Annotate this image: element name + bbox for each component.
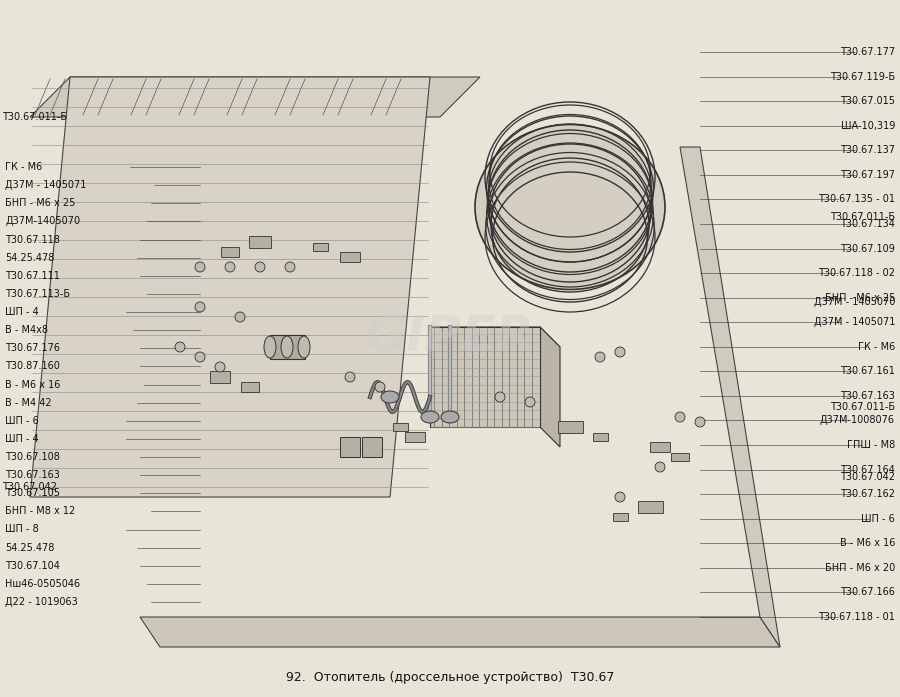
Text: Т30.67.176: Т30.67.176 — [5, 343, 60, 353]
Circle shape — [675, 412, 685, 422]
Text: ГК - М6: ГК - М6 — [858, 342, 895, 352]
Text: Т30.67.105: Т30.67.105 — [5, 489, 60, 498]
Ellipse shape — [281, 336, 293, 358]
Bar — [210, 371, 230, 383]
Text: Т30.67.118 - 02: Т30.67.118 - 02 — [818, 268, 895, 278]
Circle shape — [495, 392, 505, 402]
Text: ША-10,319: ША-10,319 — [841, 121, 895, 131]
Text: Т30.67.162: Т30.67.162 — [840, 489, 895, 499]
Bar — [613, 513, 627, 521]
Text: ШП - 6: ШП - 6 — [861, 514, 895, 523]
Text: Т30.67.197: Т30.67.197 — [840, 170, 895, 180]
Text: Т30.67.109: Т30.67.109 — [840, 243, 895, 254]
Bar — [650, 442, 670, 452]
Text: Т30.67.163: Т30.67.163 — [5, 470, 60, 480]
Text: Т30.67.011-Б: Т30.67.011-Б — [830, 402, 895, 412]
Text: Т30.67.118: Т30.67.118 — [5, 234, 60, 245]
Polygon shape — [140, 617, 780, 647]
Ellipse shape — [421, 411, 439, 423]
Circle shape — [225, 262, 235, 272]
Text: 54.25.478: 54.25.478 — [5, 252, 54, 263]
Text: Д37М - 1405071: Д37М - 1405071 — [814, 317, 895, 327]
Text: Д37М - 1405071: Д37М - 1405071 — [5, 180, 86, 190]
Text: Т30.67.011-Б: Т30.67.011-Б — [830, 212, 895, 222]
Text: ГК - М6: ГК - М6 — [5, 162, 42, 172]
Circle shape — [235, 312, 245, 322]
Text: Т30.67.104: Т30.67.104 — [5, 561, 60, 571]
Text: Т30.67.042: Т30.67.042 — [840, 472, 895, 482]
Polygon shape — [30, 77, 430, 497]
Text: БНП - М6 х 20: БНП - М6 х 20 — [824, 563, 895, 573]
Ellipse shape — [381, 391, 399, 403]
Polygon shape — [540, 327, 560, 447]
Bar — [241, 382, 259, 392]
Circle shape — [655, 462, 665, 472]
Circle shape — [175, 342, 185, 352]
Text: ШП - 4: ШП - 4 — [5, 307, 39, 317]
Text: В - М6 х 16: В - М6 х 16 — [840, 538, 895, 549]
Bar — [637, 501, 662, 513]
Circle shape — [375, 382, 385, 392]
Text: Т30.67.042: Т30.67.042 — [2, 482, 57, 492]
Ellipse shape — [298, 336, 310, 358]
Text: Т30.67.134: Т30.67.134 — [840, 219, 895, 229]
Text: Т30.67.135 - 01: Т30.67.135 - 01 — [818, 194, 895, 204]
Text: Т30.67.161: Т30.67.161 — [840, 367, 895, 376]
Circle shape — [195, 262, 205, 272]
Circle shape — [255, 262, 265, 272]
Text: Т30.67.113-Б: Т30.67.113-Б — [5, 289, 70, 299]
Text: БНП - М6 х 25: БНП - М6 х 25 — [5, 198, 76, 208]
Polygon shape — [430, 327, 540, 427]
Circle shape — [595, 352, 605, 362]
Text: ШП - 4: ШП - 4 — [5, 434, 39, 444]
Text: Т30.67.011-Б: Т30.67.011-Б — [2, 112, 68, 122]
Polygon shape — [430, 327, 560, 347]
Bar — [592, 433, 608, 441]
Text: 92.  Отопитель (дроссельное устройство)  Т30.67: 92. Отопитель (дроссельное устройство) Т… — [286, 671, 614, 684]
Ellipse shape — [264, 336, 276, 358]
Circle shape — [345, 372, 355, 382]
Text: Т30.67.119-Б: Т30.67.119-Б — [830, 72, 895, 82]
Text: Т30.87.160: Т30.87.160 — [5, 361, 60, 372]
Text: Д37М-1008076: Д37М-1008076 — [820, 415, 895, 425]
Text: Т30.67.108: Т30.67.108 — [5, 452, 60, 462]
Text: Д22 - 1019063: Д22 - 1019063 — [5, 597, 77, 607]
Bar — [671, 453, 689, 461]
Ellipse shape — [441, 411, 459, 423]
Circle shape — [285, 262, 295, 272]
Polygon shape — [340, 437, 360, 457]
Text: БНП - М6 х 25: БНП - М6 х 25 — [824, 293, 895, 302]
Text: В - М4х8: В - М4х8 — [5, 325, 48, 335]
Text: 54.25.478: 54.25.478 — [5, 543, 54, 553]
Text: GIPER: GIPER — [365, 313, 535, 361]
Text: Т30.67.137: Т30.67.137 — [840, 145, 895, 155]
Text: Т30.67.015: Т30.67.015 — [840, 96, 895, 106]
Circle shape — [215, 362, 225, 372]
Circle shape — [615, 347, 625, 357]
Text: Нш46-0505046: Нш46-0505046 — [5, 579, 80, 589]
Text: ШП - 8: ШП - 8 — [5, 525, 39, 535]
Circle shape — [615, 492, 625, 502]
Text: Т30.67.163: Т30.67.163 — [840, 391, 895, 401]
Text: Т30.67.166: Т30.67.166 — [840, 588, 895, 597]
Text: Т30.67.118 - 01: Т30.67.118 - 01 — [818, 612, 895, 622]
Polygon shape — [30, 77, 480, 117]
Polygon shape — [270, 335, 305, 359]
Bar — [221, 247, 239, 257]
Circle shape — [525, 397, 535, 407]
Circle shape — [195, 352, 205, 362]
Text: ШП - 6: ШП - 6 — [5, 415, 39, 426]
Text: Д37М - 1405070: Д37М - 1405070 — [814, 297, 895, 307]
Text: Т30.67.111: Т30.67.111 — [5, 270, 60, 281]
Text: Д37М-1405070: Д37М-1405070 — [5, 216, 80, 227]
Bar — [557, 421, 582, 433]
Polygon shape — [362, 437, 382, 457]
Text: В - М4 42: В - М4 42 — [5, 397, 51, 408]
Text: ГПШ - М8: ГПШ - М8 — [847, 440, 895, 450]
Text: БНП - М8 х 12: БНП - М8 х 12 — [5, 507, 76, 516]
Circle shape — [195, 302, 205, 312]
Bar — [405, 432, 425, 442]
Circle shape — [695, 417, 705, 427]
Text: Т30.67.164: Т30.67.164 — [840, 465, 895, 475]
